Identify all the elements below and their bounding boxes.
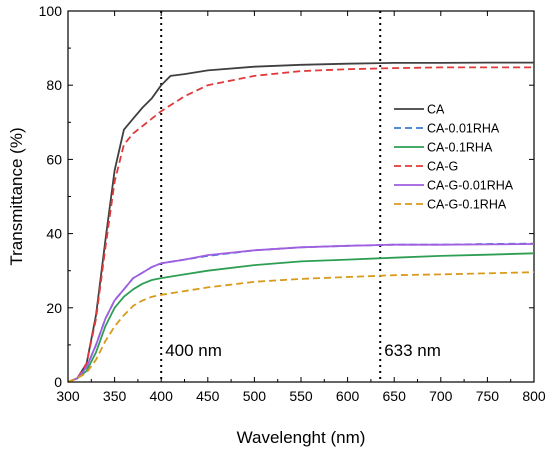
- series-line-CA-G-0.1RHA: [67, 271, 535, 383]
- series-line-CA-G-0.01RHA: [67, 243, 535, 383]
- y-tick-label: 60: [46, 151, 62, 167]
- legend-label: CA: [427, 103, 445, 117]
- x-tick-label: 300: [56, 388, 80, 404]
- legend-label: CA-0.01RHA: [427, 122, 500, 136]
- x-tick-label: 750: [476, 388, 500, 404]
- series-line-CA-0.1RHA: [67, 252, 535, 383]
- y-tick-label: 100: [39, 3, 63, 19]
- annotations: 400 nm 633 nm: [165, 341, 441, 360]
- legend: CA CA-0.01RHA CA-0.1RHA CA-G CA-G-0.01RHA CA-…: [394, 103, 514, 212]
- reference-lines: [160, 11, 382, 382]
- legend-item: CA-G-0.1RHA: [394, 198, 507, 212]
- legend-label: CA-G-0.1RHA: [427, 198, 507, 212]
- x-axis-title: Wavelenght (nm): [237, 428, 366, 447]
- x-tick-label: 450: [196, 388, 220, 404]
- x-tick-label: 800: [522, 388, 546, 404]
- y-axis-title: Transmittance (%): [7, 127, 26, 265]
- x-tick-label: 400: [150, 388, 174, 404]
- series-line-CA: [67, 61, 534, 383]
- y-tick-label: 20: [46, 300, 62, 316]
- series-lines: [67, 61, 535, 383]
- x-tick-label: 500: [243, 388, 267, 404]
- y-tick-label: 40: [46, 226, 62, 242]
- reference-line-label: 633 nm: [384, 341, 441, 360]
- plot-area: 300 350 400 450 500 550 600 650 700 750 800 0 20 40 6…: [39, 3, 546, 404]
- legend-item: CA-G-0.01RHA: [394, 179, 514, 193]
- legend-label: CA-0.1RHA: [427, 141, 493, 155]
- series-line-CA-0.01RHA: [67, 242, 535, 383]
- x-tick-label: 350: [103, 388, 127, 404]
- legend-item: CA-0.1RHA: [394, 141, 493, 155]
- x-tick-label: 550: [289, 388, 313, 404]
- legend-label: CA-G: [427, 160, 458, 174]
- y-tick-label: 80: [46, 77, 62, 93]
- x-axis-ticks: 300 350 400 450 500 550 600 650 700 750 800: [56, 11, 546, 404]
- legend-item: CA: [394, 103, 445, 117]
- y-tick-label: 0: [54, 374, 62, 390]
- y-axis-ticks: 0 20 40 60 80 100: [39, 3, 534, 390]
- reference-line-label: 400 nm: [165, 341, 222, 360]
- legend-label: CA-G-0.01RHA: [427, 179, 514, 193]
- series-line-CA-G: [67, 66, 534, 383]
- legend-item: CA-0.01RHA: [394, 122, 500, 136]
- x-tick-label: 700: [429, 388, 453, 404]
- x-tick-label: 600: [336, 388, 360, 404]
- x-tick-label: 650: [383, 388, 407, 404]
- legend-item: CA-G: [394, 160, 458, 174]
